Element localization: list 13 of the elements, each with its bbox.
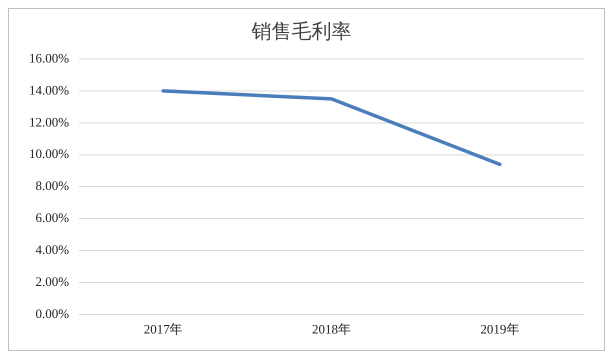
y-tick-label: 12.00%	[28, 114, 70, 130]
x-tick-label: 2018年	[312, 322, 352, 337]
x-tick-label: 2017年	[144, 322, 183, 337]
y-tick-label: 0.00%	[35, 306, 70, 321]
chart-title: 销售毛利率	[250, 19, 352, 44]
y-tick-label: 8.00%	[35, 178, 70, 194]
y-tick-label: 2.00%	[35, 274, 70, 289]
y-tick-label: 4.00%	[35, 242, 70, 257]
y-tick-label: 6.00%	[35, 210, 70, 226]
y-tick-label: 10.00%	[28, 146, 70, 162]
y-tick-label: 14.00%	[28, 82, 70, 98]
x-tick-label: 2019年	[480, 322, 520, 337]
y-tick-label: 16.00%	[28, 50, 70, 66]
